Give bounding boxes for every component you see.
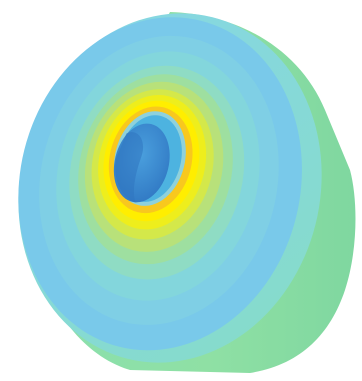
bore-shadow — [115, 132, 144, 203]
face-contour-bands — [18, 17, 302, 351]
